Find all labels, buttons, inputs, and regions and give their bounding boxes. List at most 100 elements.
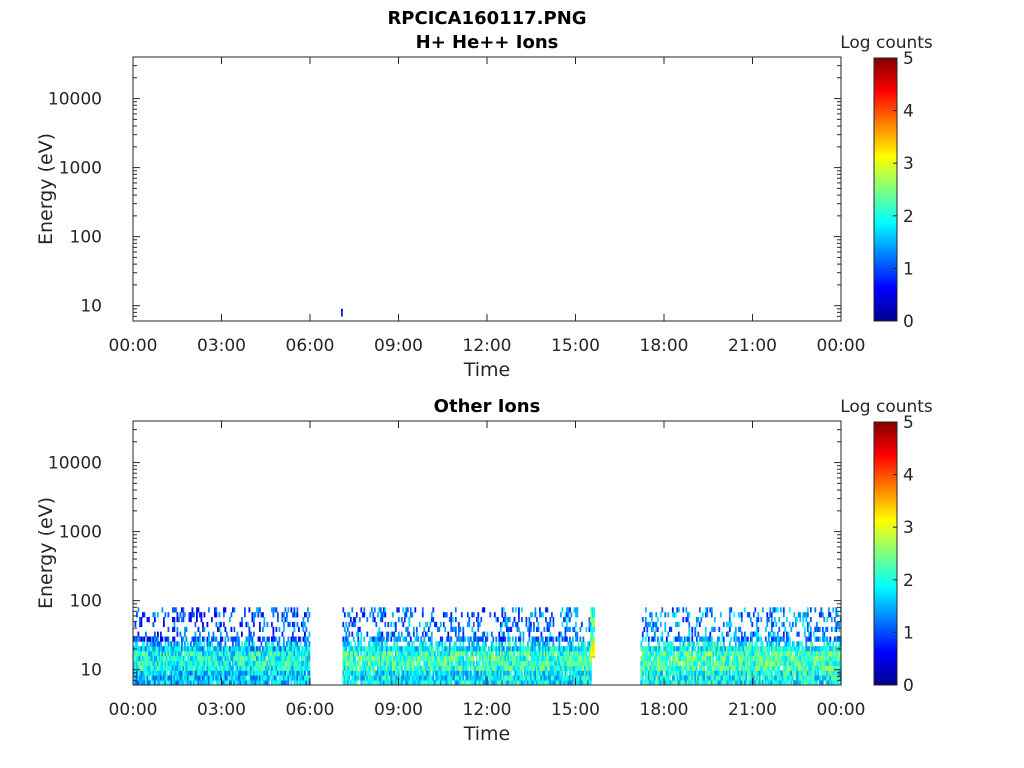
spectrogram-cell bbox=[298, 626, 300, 632]
spectrogram-cell bbox=[748, 670, 751, 676]
spectrogram-cell bbox=[546, 670, 549, 676]
spectrogram-cell bbox=[688, 641, 691, 647]
spectrogram-cell bbox=[542, 636, 544, 642]
spectrogram-cell bbox=[444, 626, 447, 632]
spectrogram-cell bbox=[827, 651, 830, 657]
spectrogram-cell bbox=[283, 660, 285, 666]
spectrogram-cell bbox=[502, 655, 505, 662]
spectrogram-cell bbox=[767, 670, 770, 676]
spectrogram-cell bbox=[659, 651, 662, 657]
spectrogram-cell bbox=[134, 655, 137, 662]
spectrogram-cell bbox=[442, 670, 445, 676]
spectrogram-cell bbox=[579, 680, 582, 686]
spectrogram-cell bbox=[352, 655, 355, 662]
spectrogram-cell bbox=[545, 651, 547, 657]
spectrogram-cell bbox=[745, 636, 748, 642]
spectrogram-cell bbox=[364, 651, 367, 657]
spectrogram-cell bbox=[435, 646, 438, 652]
spectrogram-cell bbox=[584, 670, 586, 676]
spectrogram-cell bbox=[229, 651, 231, 657]
spectrogram-cell bbox=[766, 651, 769, 657]
spectrogram-cell bbox=[263, 660, 266, 666]
spectrogram-cell bbox=[785, 641, 788, 647]
spectrogram-cell bbox=[566, 660, 568, 666]
spectrogram-cell bbox=[376, 646, 379, 652]
spectrogram-cell bbox=[475, 617, 478, 623]
spectrogram-cell bbox=[706, 680, 709, 686]
spectrogram-cell bbox=[427, 626, 430, 632]
spectrogram-cell bbox=[495, 636, 498, 642]
spectrogram-cell bbox=[211, 660, 213, 666]
spectrogram-cell bbox=[444, 675, 447, 681]
spectrogram-cell bbox=[293, 680, 296, 686]
spectrogram-cell bbox=[442, 675, 445, 681]
spectrogram-cell bbox=[256, 655, 258, 662]
spectrogram-cell bbox=[582, 680, 585, 686]
spectrogram-cell bbox=[459, 646, 462, 652]
spectrogram-cell bbox=[566, 670, 568, 676]
spectrogram-cell bbox=[480, 675, 483, 681]
spectrogram-cell bbox=[137, 636, 140, 642]
spectrogram-cell bbox=[590, 612, 593, 618]
spectrogram-cell bbox=[694, 680, 697, 686]
spectrogram-cell bbox=[417, 646, 420, 652]
spectrogram-cell bbox=[518, 665, 520, 671]
spectrogram-cell bbox=[436, 651, 439, 657]
spectrogram-cell bbox=[641, 665, 644, 671]
spectrogram-cell bbox=[272, 680, 275, 686]
spectrogram-cell bbox=[567, 660, 570, 666]
spectrogram-cell bbox=[182, 665, 185, 671]
spectrogram-cell bbox=[230, 675, 233, 681]
spectrogram-cell bbox=[352, 680, 355, 686]
spectrogram-cell bbox=[224, 636, 227, 642]
spectrogram-cell bbox=[674, 636, 677, 642]
spectrogram-cell bbox=[784, 646, 787, 652]
spectrogram-cell bbox=[531, 651, 534, 657]
spectrogram-cell bbox=[406, 626, 409, 632]
spectrogram-cell bbox=[408, 680, 411, 686]
colorbar-tick-label: 1 bbox=[903, 623, 914, 643]
spectrogram-cell bbox=[287, 636, 290, 642]
spectrogram-cell bbox=[469, 651, 472, 657]
spectrogram-cell bbox=[405, 660, 408, 666]
spectrogram-cell bbox=[295, 665, 297, 671]
spectrogram-cell bbox=[302, 665, 305, 671]
spectrogram-cell bbox=[548, 626, 550, 632]
spectrogram-cell bbox=[397, 651, 400, 657]
spectrogram-cell bbox=[806, 660, 809, 666]
spectrogram-cell bbox=[521, 651, 523, 657]
spectrogram-cell bbox=[673, 612, 676, 618]
spectrogram-cell bbox=[367, 660, 370, 666]
spectrogram-cell bbox=[533, 636, 535, 642]
spectrogram-cell bbox=[283, 641, 285, 647]
spectrogram-cell bbox=[218, 675, 221, 681]
spectrogram-cell bbox=[528, 631, 531, 637]
spectrogram-cell bbox=[733, 631, 736, 637]
spectrogram-cell bbox=[205, 665, 207, 671]
spectrogram-cell bbox=[656, 636, 659, 642]
spectrogram-cell bbox=[775, 621, 778, 628]
spectrogram-cell bbox=[764, 665, 767, 671]
spectrogram-cell bbox=[664, 675, 667, 681]
spectrogram-cell bbox=[797, 646, 800, 652]
spectrogram-cell bbox=[560, 675, 562, 681]
spectrogram-cell bbox=[215, 612, 218, 618]
spectrogram-cell bbox=[763, 660, 766, 666]
spectrogram-cell bbox=[788, 665, 791, 671]
spectrogram-cell bbox=[530, 641, 532, 647]
spectrogram-cell bbox=[480, 617, 483, 623]
spectrogram-cell bbox=[513, 680, 516, 686]
spectrogram-cell bbox=[821, 636, 824, 642]
spectrogram-cell bbox=[456, 646, 459, 652]
spectrogram-cell bbox=[573, 651, 576, 657]
spectrogram-cell bbox=[585, 651, 588, 657]
spectrogram-cell bbox=[281, 646, 284, 652]
spectrogram-cell bbox=[683, 680, 686, 686]
spectrogram-cell bbox=[151, 641, 153, 647]
spectrogram-cell bbox=[579, 626, 582, 632]
spectrogram-cell bbox=[307, 607, 309, 613]
spectrogram-cell bbox=[576, 612, 579, 618]
spectrogram-cell bbox=[382, 670, 385, 676]
spectrogram-cell bbox=[524, 680, 526, 686]
